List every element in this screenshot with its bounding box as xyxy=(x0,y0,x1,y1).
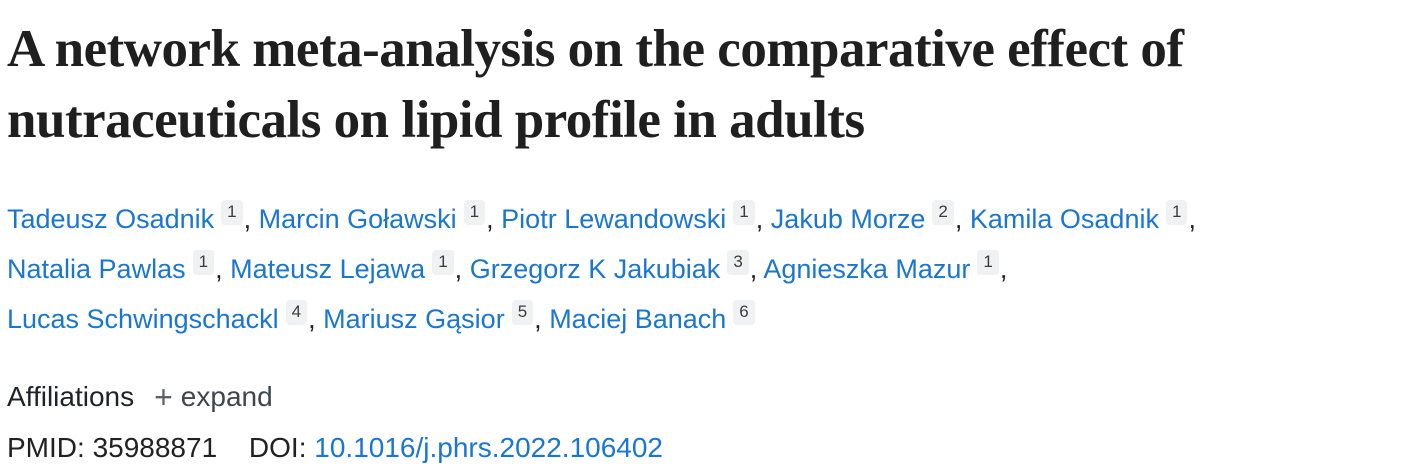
authors-line-2: Natalia Pawlas 1, Mateusz Lejawa 1, Grzego… xyxy=(7,244,1400,294)
author-separator: , xyxy=(749,254,758,284)
author-separator: , xyxy=(1188,204,1196,234)
expand-affiliations-button[interactable]: + expand xyxy=(154,381,273,413)
pmid-group: PMID: 35988871 xyxy=(7,432,225,463)
author-link[interactable]: Kamila Osadnik xyxy=(969,204,1159,234)
affiliation-superscript-badge[interactable]: 1 xyxy=(463,200,486,225)
affiliation-superscript-badge[interactable]: 4 xyxy=(285,300,308,325)
author-link[interactable]: Mateusz Lejawa xyxy=(230,254,426,284)
author-link[interactable]: Agnieszka Mazur xyxy=(763,254,971,284)
affiliation-superscript-badge[interactable]: 1 xyxy=(977,250,999,275)
author: Kamila Osadnik 1, xyxy=(969,200,1196,234)
plus-icon: + xyxy=(154,379,173,415)
doi-group: DOI: 10.1016/j.phrs.2022.106402 xyxy=(249,432,663,463)
author: Jakub Morze 2, xyxy=(770,200,970,234)
author-separator: , xyxy=(486,204,494,234)
author-separator: , xyxy=(243,204,252,234)
author-link[interactable]: Grzegorz K Jakubiak xyxy=(469,254,721,284)
author-separator: , xyxy=(999,254,1008,284)
author-separator: , xyxy=(755,204,764,234)
author: Mateusz Lejawa 1, xyxy=(230,250,470,284)
article-title: A network meta-analysis on the comparati… xyxy=(7,20,1184,149)
author-link[interactable]: Marcin Goławski xyxy=(258,204,457,234)
authors-line-1: Tadeusz Osadnik 1, Marcin Goławski 1, Piot… xyxy=(7,194,1400,244)
author-separator: , xyxy=(215,254,223,284)
affiliation-superscript-badge[interactable]: 3 xyxy=(727,250,749,275)
affiliation-superscript-badge[interactable]: 1 xyxy=(192,250,215,275)
author: Piotr Lewandowski 1, xyxy=(501,200,771,234)
affiliation-superscript-badge[interactable]: 6 xyxy=(733,300,755,325)
affiliation-superscript-badge[interactable]: 1 xyxy=(733,200,755,225)
author: Mariusz Gąsior 5, xyxy=(323,300,549,334)
author-link[interactable]: Jakub Morze xyxy=(770,204,926,234)
pmid-value: 35988871 xyxy=(92,432,218,463)
author: Marcin Goławski 1, xyxy=(258,200,502,234)
author-link[interactable]: Piotr Lewandowski xyxy=(501,204,727,234)
author-link[interactable]: Mariusz Gąsior xyxy=(323,304,505,334)
author-separator: , xyxy=(308,304,316,334)
author-link[interactable]: Lucas Schwingschackl xyxy=(7,304,279,334)
author: Grzegorz K Jakubiak 3, xyxy=(469,250,764,284)
author: Tadeusz Osadnik 1, xyxy=(7,200,259,234)
author-link[interactable]: Natalia Pawlas xyxy=(7,254,186,284)
authors-line-3: Lucas Schwingschackl 4, Mariusz Gąsior 5, … xyxy=(7,294,1400,344)
affiliations-row: Affiliations + expand xyxy=(7,377,1400,417)
author-separator: , xyxy=(534,304,542,334)
author: Lucas Schwingschackl 4, xyxy=(7,300,323,334)
pmid-label: PMID: xyxy=(7,432,85,463)
author-link[interactable]: Tadeusz Osadnik xyxy=(7,204,215,234)
doi-label: DOI: xyxy=(248,432,307,463)
expand-label: expand xyxy=(180,381,273,412)
affiliation-superscript-badge[interactable]: 1 xyxy=(221,200,243,225)
affiliations-label: Affiliations xyxy=(7,381,135,412)
doi-link[interactable]: 10.1016/j.phrs.2022.106402 xyxy=(314,432,664,463)
author-separator: , xyxy=(454,254,463,284)
affiliation-superscript-badge[interactable]: 1 xyxy=(1165,200,1188,225)
affiliation-superscript-badge[interactable]: 1 xyxy=(432,250,454,275)
affiliation-superscript-badge[interactable]: 2 xyxy=(932,200,954,225)
authors-list: Tadeusz Osadnik 1, Marcin Goławski 1, Piot… xyxy=(7,194,1400,344)
author-link[interactable]: Maciej Banach xyxy=(549,304,727,334)
author: Natalia Pawlas 1, xyxy=(7,250,230,284)
author-separator: , xyxy=(954,204,963,234)
author: Agnieszka Mazur 1, xyxy=(763,250,1008,284)
identifiers-row: PMID: 35988871 DOI: 10.1016/j.phrs.2022.… xyxy=(7,428,1400,468)
affiliation-superscript-badge[interactable]: 5 xyxy=(511,300,534,325)
author: Maciej Banach 6 xyxy=(549,300,755,334)
